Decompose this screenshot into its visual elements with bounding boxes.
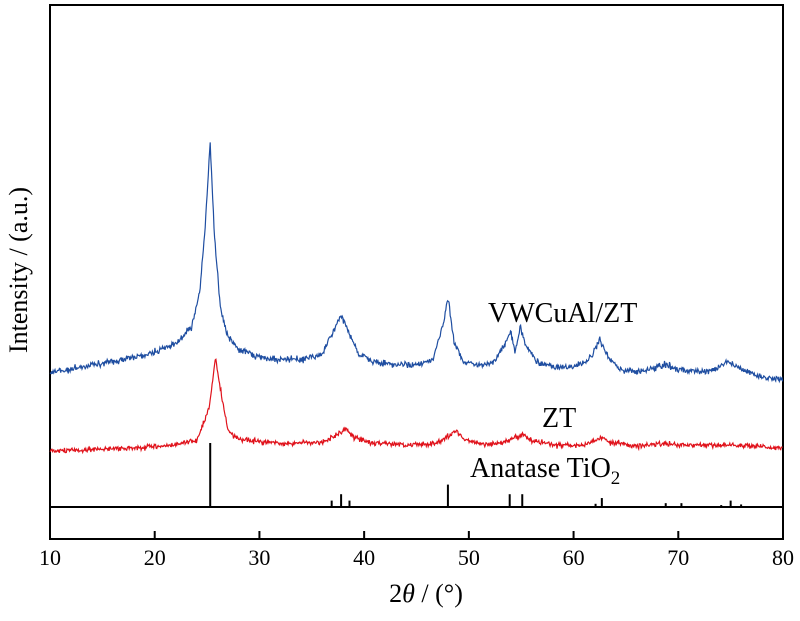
anatase-label-main: Anatase TiO	[470, 453, 611, 484]
x-axis-title: 2θ / (°)	[389, 579, 463, 608]
reference-sticks	[209, 443, 743, 507]
x-axis-title-prefix: 2	[389, 579, 402, 608]
x-tick-label: 70	[667, 545, 689, 570]
y-axis-title: Intensity / (a.u.)	[4, 187, 33, 353]
series-label-vwcual-zt: VWCuAl/ZT	[488, 298, 637, 329]
x-tick-label: 10	[39, 545, 61, 570]
plot-border	[49, 4, 784, 540]
x-tick-label: 30	[248, 545, 270, 570]
x-tick-label: 60	[563, 545, 585, 570]
axes: 10 20 30 40 50 60 70 80	[39, 531, 794, 570]
x-tick-label: 50	[458, 545, 480, 570]
x-tick-label: 40	[353, 545, 375, 570]
series-label-zt: ZT	[542, 403, 576, 434]
series-line-zt	[49, 358, 783, 455]
series-layer	[49, 142, 784, 455]
anatase-label-subscript: 2	[611, 468, 621, 489]
x-axis-title-suffix: / (°)	[415, 579, 463, 608]
x-tick-label: 80	[772, 545, 794, 570]
x-axis-title-symbol: θ	[402, 579, 415, 608]
x-tick-label: 20	[144, 545, 166, 570]
series-line-vwcual-zt	[49, 142, 784, 384]
series-label-anatase: Anatase TiO2	[470, 453, 620, 489]
plot-frame	[49, 4, 784, 540]
